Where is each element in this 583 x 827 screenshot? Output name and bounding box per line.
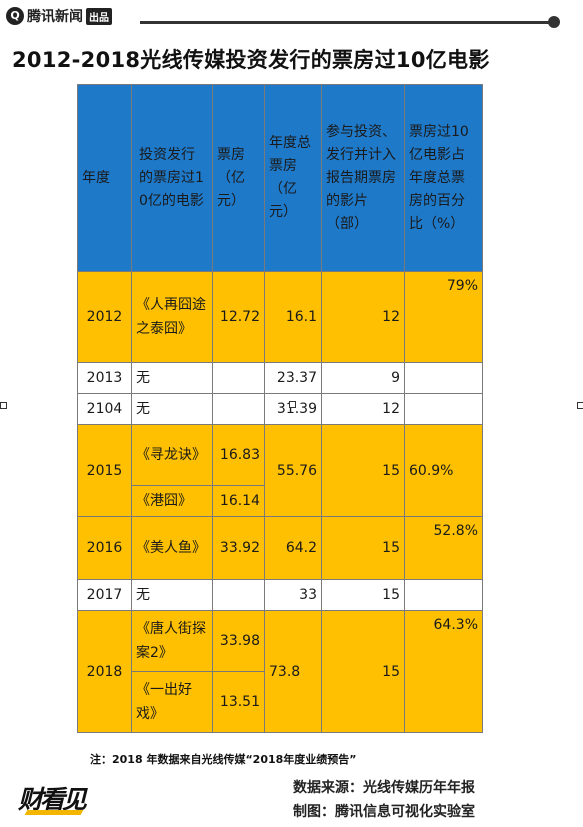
- cell-count: 15: [321, 610, 405, 733]
- box-office-table: 年度 投资发行的票房过10亿的电影 票房（亿元） 年度总票房（亿元） 参与投资、…: [77, 84, 483, 733]
- header-box-office: 票房（亿元）: [212, 84, 265, 272]
- caikanjian-logo: 财看见: [14, 776, 87, 820]
- cell-film: 《一出好戏》: [131, 671, 213, 733]
- resize-handle-left[interactable]: [0, 402, 7, 409]
- brand-name: 腾讯新闻: [27, 9, 83, 25]
- cell-count: 12: [321, 393, 405, 425]
- table-row-2017: 2017 无 33 15: [77, 579, 483, 611]
- cell-box: 16.14: [212, 485, 265, 517]
- cell-share: 64.3%: [404, 610, 483, 733]
- cell-share: 52.8%: [404, 516, 483, 580]
- cell-total: 23.37: [264, 362, 322, 394]
- cell-box: 16.83: [212, 424, 265, 486]
- table-row-2015: 2015 《寻龙诀》 16.83 55.76 15 60.9%: [77, 424, 483, 517]
- table-row-2018-b: 《一出好戏》 13.51: [78, 671, 483, 733]
- table-row-2018: 2018 《唐人街探案2》 33.98 73.8 15 64.3%: [77, 610, 483, 733]
- resize-handle-right[interactable]: [577, 402, 583, 409]
- table-row-2015-b: 《港囧》 16.14: [78, 485, 483, 517]
- cell-share: 79%: [404, 271, 483, 363]
- cell-box: 33.92: [212, 516, 265, 580]
- cell-film: 无: [131, 393, 213, 425]
- header-annual-total: 年度总票房（亿元）: [264, 84, 322, 272]
- cell-box: [212, 393, 265, 425]
- cell-count: 15: [321, 424, 405, 517]
- footnote: 注：2018 年数据来自光线传媒“2018年度业绩预告”: [90, 753, 357, 766]
- cell-total: 73.8: [264, 610, 322, 733]
- cell-share: [404, 362, 483, 394]
- top-rule-dot: [548, 16, 560, 28]
- cell-share: 60.9%: [404, 424, 483, 517]
- cell-film: 《美人鱼》: [131, 516, 213, 580]
- tencent-logo-icon: Q: [6, 7, 24, 25]
- cell-year: 2018: [77, 610, 132, 733]
- cell-box: 13.51: [212, 671, 265, 733]
- cell-box: [212, 579, 265, 611]
- cell-year: 2015: [77, 424, 132, 517]
- header-year: 年度: [77, 84, 132, 272]
- table-row-2104: 2104 无 31.39 12: [77, 393, 483, 425]
- cell-total: 64.2: [264, 516, 322, 580]
- table-row-2013: 2013 无 23.37 9: [77, 362, 483, 394]
- cell-count: 15: [321, 579, 405, 611]
- cell-year: 2017: [77, 579, 132, 611]
- resize-handle-center[interactable]: [289, 401, 296, 408]
- page-title: 2012-2018光线传媒投资发行的票房过10亿电影: [12, 48, 490, 72]
- chart-credit: 制图：腾讯信息可视化实验室: [293, 804, 475, 820]
- table-row-2016: 2016 《美人鱼》 33.92 64.2 15 52.8%: [77, 516, 483, 580]
- cell-film: 《人再囧途之泰囧》: [131, 271, 213, 363]
- logo-slash-icon: [24, 810, 84, 815]
- cell-film: 《港囧》: [131, 485, 213, 517]
- cell-year: 2016: [77, 516, 132, 580]
- data-source: 数据来源：光线传媒历年年报: [293, 780, 475, 796]
- cell-year: 2104: [77, 393, 132, 425]
- cell-total: 55.76: [264, 424, 322, 517]
- brand-tag: 出品: [86, 7, 112, 25]
- cell-box: [212, 362, 265, 394]
- cell-film: 无: [131, 579, 213, 611]
- cell-year: 2012: [77, 271, 132, 363]
- cell-year: 2013: [77, 362, 132, 394]
- cell-film: 《唐人街探案2》: [131, 610, 213, 672]
- cell-count: 9: [321, 362, 405, 394]
- cell-box: 12.72: [212, 271, 265, 363]
- header-films: 投资发行的票房过10亿的电影: [131, 84, 213, 272]
- cell-total: 33: [264, 579, 322, 611]
- cell-total: 31.39: [264, 393, 322, 425]
- header-film-count: 参与投资、发行并计入报告期票房的影片（部）: [321, 84, 405, 272]
- top-rule: [140, 21, 552, 24]
- cell-total: 16.1: [264, 271, 322, 363]
- table-header-row: 年度 投资发行的票房过10亿的电影 票房（亿元） 年度总票房（亿元） 参与投资、…: [77, 84, 483, 272]
- cell-share: [404, 579, 483, 611]
- cell-film: 无: [131, 362, 213, 394]
- header-share: 票房过10亿电影占年度总票房的百分比（%）: [404, 84, 483, 272]
- caikanjian-logo-text: 财看见: [18, 785, 87, 814]
- cell-count: 12: [321, 271, 405, 363]
- cell-count: 15: [321, 516, 405, 580]
- table-row-2012: 2012 《人再囧途之泰囧》 12.72 16.1 12 79%: [77, 271, 483, 363]
- brand-header: Q 腾讯新闻 出品: [6, 6, 112, 26]
- cell-film: 《寻龙诀》: [131, 424, 213, 486]
- cell-share: [404, 393, 483, 425]
- cell-box: 33.98: [212, 610, 265, 672]
